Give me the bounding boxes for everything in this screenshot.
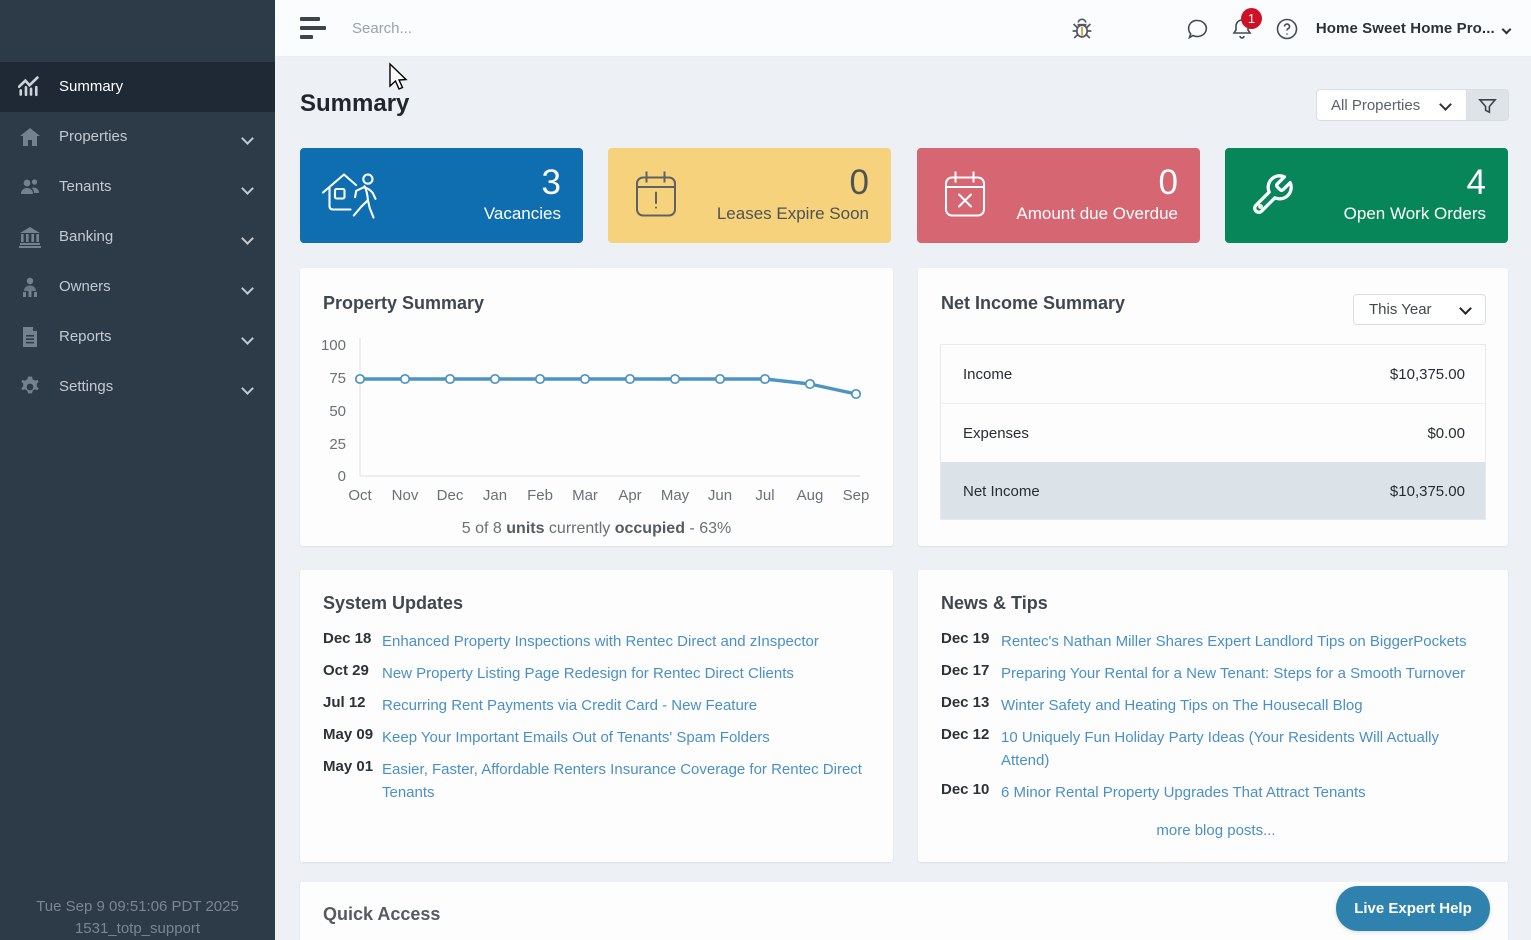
svg-text:0: 0 [338, 468, 346, 485]
svg-text:Apr: Apr [618, 487, 641, 504]
svg-text:Aug: Aug [797, 487, 824, 504]
svg-text:75: 75 [329, 370, 346, 387]
svg-text:25: 25 [329, 436, 346, 453]
svg-text:Jul: Jul [755, 487, 774, 504]
svg-text:Feb: Feb [527, 487, 553, 504]
svg-text:Nov: Nov [392, 487, 419, 504]
svg-text:Dec: Dec [437, 487, 464, 504]
svg-text:Jun: Jun [708, 487, 732, 504]
svg-text:Sep: Sep [843, 487, 870, 504]
svg-text:Mar: Mar [572, 487, 598, 504]
svg-text:May: May [661, 487, 690, 504]
svg-text:Jan: Jan [483, 487, 507, 504]
svg-text:Oct: Oct [348, 487, 372, 504]
svg-text:100: 100 [321, 337, 346, 354]
svg-text:50: 50 [329, 403, 346, 420]
